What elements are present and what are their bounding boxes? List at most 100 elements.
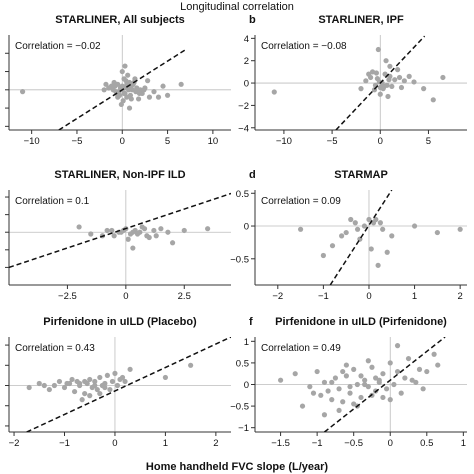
x-tick-label: −5: [327, 136, 338, 147]
data-point: [402, 375, 408, 381]
data-point: [71, 388, 78, 395]
data-point: [401, 78, 407, 84]
data-point: [380, 394, 386, 401]
x-tick-label: 0: [388, 438, 393, 449]
correlation-annotation: Correlation = −0.02: [15, 41, 101, 52]
data-point: [340, 399, 346, 405]
data-points: [9, 192, 231, 269]
x-tick-label: 2: [213, 438, 218, 449]
data-point: [111, 79, 117, 86]
data-point: [332, 375, 339, 381]
panel-b: −10 −5 0 5 −4 −2 0 2 4 STARLINER, IPF b Correlation…: [238, 14, 467, 147]
data-point: [362, 377, 368, 383]
data-point: [122, 378, 128, 385]
x-tick-label: −0.5: [344, 438, 363, 449]
data-point: [387, 63, 393, 69]
data-point: [125, 236, 131, 242]
data-point: [135, 96, 142, 102]
data-point: [104, 372, 110, 379]
data-point: [385, 93, 391, 100]
data-point: [314, 368, 320, 375]
data-point: [165, 229, 171, 235]
x-tick-label: −1: [318, 291, 329, 302]
data-point: [114, 382, 121, 389]
data-point: [307, 384, 313, 390]
data-point: [297, 226, 304, 232]
data-point: [394, 368, 401, 375]
data-point: [382, 71, 388, 77]
panel-d: −2 −1 0 1 2 −0.5 0 0.5 STARMAP d Correlation = 0.0…: [230, 169, 467, 302]
y-tick-label: −0.5: [230, 402, 249, 413]
x-tick-label: −2.5: [58, 291, 77, 302]
data-point: [181, 227, 187, 234]
data-point: [339, 233, 345, 239]
fit-line: [9, 192, 231, 269]
data-point: [321, 379, 328, 385]
data-point: [51, 382, 58, 389]
data-point: [363, 78, 369, 84]
data-point: [82, 390, 88, 397]
data-point: [310, 390, 317, 396]
x-tick-label: −2: [272, 291, 283, 302]
data-point: [358, 373, 364, 379]
data-point: [144, 233, 150, 239]
data-point: [391, 381, 397, 388]
data-point: [56, 378, 63, 385]
data-point: [88, 231, 94, 237]
x-tick-label: 1: [412, 291, 417, 302]
data-point: [113, 89, 119, 95]
data-point: [41, 382, 47, 389]
data-point: [389, 233, 395, 239]
data-point: [405, 355, 412, 362]
x-tick-label: 0: [366, 291, 371, 302]
panel-a: −10 −5 0 5 10 STARLINER, All subjects Correlat…: [5, 14, 231, 147]
data-point: [111, 233, 117, 239]
x-tick-label: −5: [72, 136, 83, 147]
x-tick-label: 1: [461, 438, 466, 449]
data-point: [103, 81, 109, 87]
data-point: [92, 378, 98, 385]
x-tick-label: 0: [112, 438, 117, 449]
data-point: [440, 74, 446, 81]
data-point: [119, 374, 126, 381]
data-point: [431, 351, 437, 357]
data-point: [128, 96, 134, 102]
data-point: [151, 227, 157, 234]
data-point: [104, 227, 110, 234]
data-point: [373, 70, 380, 76]
y-tick-label: 1: [244, 337, 249, 348]
data-point: [343, 362, 349, 368]
data-point: [398, 390, 404, 396]
data-point: [178, 81, 184, 87]
data-point: [134, 85, 140, 91]
data-point: [76, 224, 82, 230]
data-point: [395, 67, 401, 73]
data-points: [277, 337, 446, 432]
x-tick-label: 2.5: [178, 291, 191, 302]
data-point: [109, 378, 116, 385]
panel-title: STARMAP: [334, 169, 388, 181]
data-point: [430, 97, 436, 103]
data-point: [61, 384, 68, 391]
x-tick-label: 2: [458, 291, 463, 302]
data-point: [348, 216, 354, 223]
data-point: [387, 397, 393, 403]
x-tick-label: −1: [312, 438, 323, 449]
data-point: [164, 92, 171, 98]
data-point: [457, 226, 463, 232]
x-tick-label: 0.5: [420, 438, 433, 449]
x-tick-label: 1: [163, 438, 168, 449]
data-point: [380, 371, 386, 377]
data-point: [347, 384, 353, 390]
data-point: [369, 364, 375, 370]
data-point: [97, 374, 103, 381]
data-point: [387, 360, 393, 366]
data-point: [92, 382, 98, 389]
data-point: [126, 105, 133, 111]
data-point: [347, 390, 353, 396]
data-point: [361, 223, 368, 229]
data-point: [87, 393, 93, 399]
data-point: [366, 71, 372, 77]
data-point: [435, 362, 441, 368]
panel-title: STARLINER, All subjects: [55, 14, 185, 26]
